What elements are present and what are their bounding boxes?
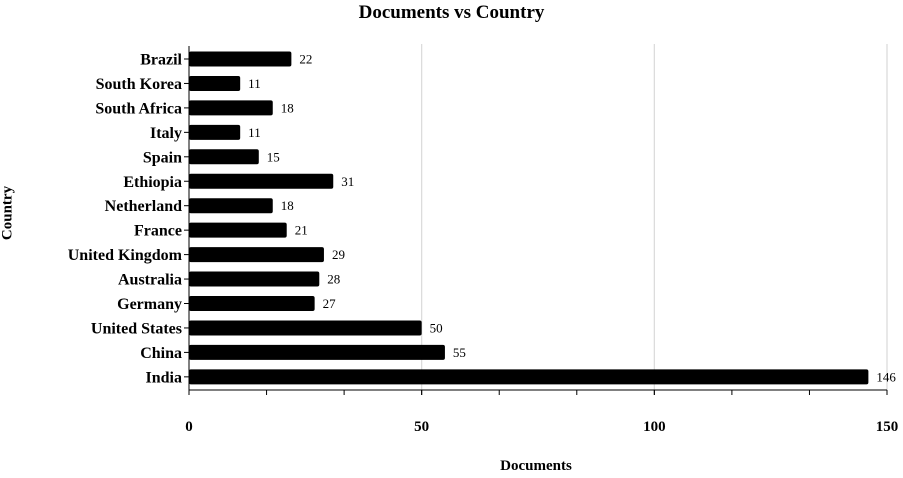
data-label: 18 — [281, 100, 294, 115]
x-tick-label: 150 — [876, 419, 899, 435]
bar — [189, 198, 273, 214]
data-label: 28 — [327, 272, 340, 287]
bar — [189, 100, 273, 116]
bar — [189, 75, 241, 91]
data-label: 11 — [248, 76, 261, 91]
bar — [189, 124, 241, 140]
category-label: United States — [91, 320, 182, 337]
category-label: Brazil — [140, 52, 182, 69]
category-label: Germany — [117, 296, 182, 313]
data-label: 50 — [430, 320, 443, 335]
bar — [189, 271, 320, 287]
x-tick-label: 100 — [643, 419, 666, 435]
data-label: 11 — [248, 125, 261, 140]
bar — [189, 173, 334, 189]
category-label: South Korea — [96, 76, 182, 93]
x-tick-label: 0 — [185, 419, 193, 435]
data-label: 22 — [299, 52, 312, 67]
data-label: 27 — [323, 296, 337, 311]
bar — [189, 149, 259, 165]
category-label: China — [140, 345, 182, 362]
category-label: United Kingdom — [68, 247, 183, 264]
x-axis-label: Documents — [500, 458, 572, 474]
data-label: 31 — [341, 174, 354, 189]
category-label: Italy — [150, 125, 182, 142]
x-tick-label: 50 — [414, 419, 429, 435]
category-label: India — [146, 369, 182, 386]
category-label: Spain — [143, 149, 182, 166]
data-label: 29 — [332, 247, 345, 262]
bar — [189, 369, 869, 385]
category-label: Australia — [118, 272, 182, 289]
bar — [189, 344, 445, 360]
category-label: Ethiopia — [123, 174, 182, 191]
data-label: 146 — [876, 369, 896, 384]
bar — [189, 247, 324, 263]
data-label: 15 — [267, 149, 280, 164]
data-label: 18 — [281, 198, 294, 213]
category-label: France — [134, 223, 182, 240]
bar — [189, 296, 315, 311]
bar — [189, 320, 422, 336]
bar — [189, 222, 287, 238]
chart-title: Documents vs Country — [358, 2, 545, 23]
data-label: 21 — [295, 223, 308, 238]
category-label: South Africa — [95, 100, 182, 117]
data-label: 55 — [453, 345, 466, 360]
category-label: Netherland — [105, 198, 182, 215]
bar — [189, 51, 292, 67]
